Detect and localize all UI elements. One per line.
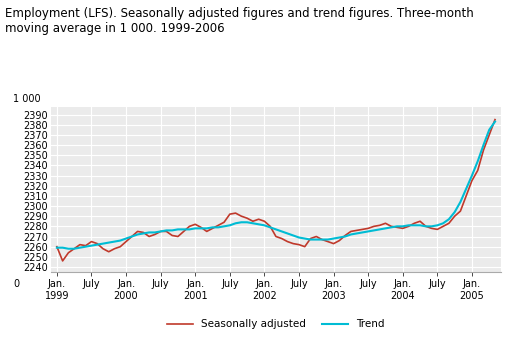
Trend	[146, 230, 152, 234]
Trend	[301, 236, 308, 241]
Line: Seasonally adjusted: Seasonally adjusted	[57, 120, 495, 261]
Seasonally adjusted	[250, 219, 256, 223]
Seasonally adjusted	[238, 214, 244, 218]
Seasonally adjusted	[210, 226, 216, 231]
Seasonally adjusted	[60, 259, 66, 263]
Legend: Seasonally adjusted, Trend: Seasonally adjusted, Trend	[167, 319, 385, 329]
Trend	[210, 225, 216, 229]
Line: Trend: Trend	[57, 122, 495, 249]
Text: 0: 0	[13, 279, 19, 289]
Text: Employment (LFS). Seasonally adjusted figures and trend figures. Three-month
mov: Employment (LFS). Seasonally adjusted fi…	[5, 7, 474, 35]
Trend	[238, 220, 244, 224]
Trend	[250, 221, 256, 226]
Trend	[492, 120, 498, 124]
Seasonally adjusted	[492, 117, 498, 122]
Seasonally adjusted	[146, 234, 152, 239]
Seasonally adjusted	[54, 245, 60, 249]
Text: 1 000: 1 000	[13, 94, 40, 104]
Trend	[54, 246, 60, 250]
Trend	[204, 226, 210, 231]
Seasonally adjusted	[301, 245, 308, 249]
Trend	[65, 247, 72, 251]
Seasonally adjusted	[204, 229, 210, 233]
